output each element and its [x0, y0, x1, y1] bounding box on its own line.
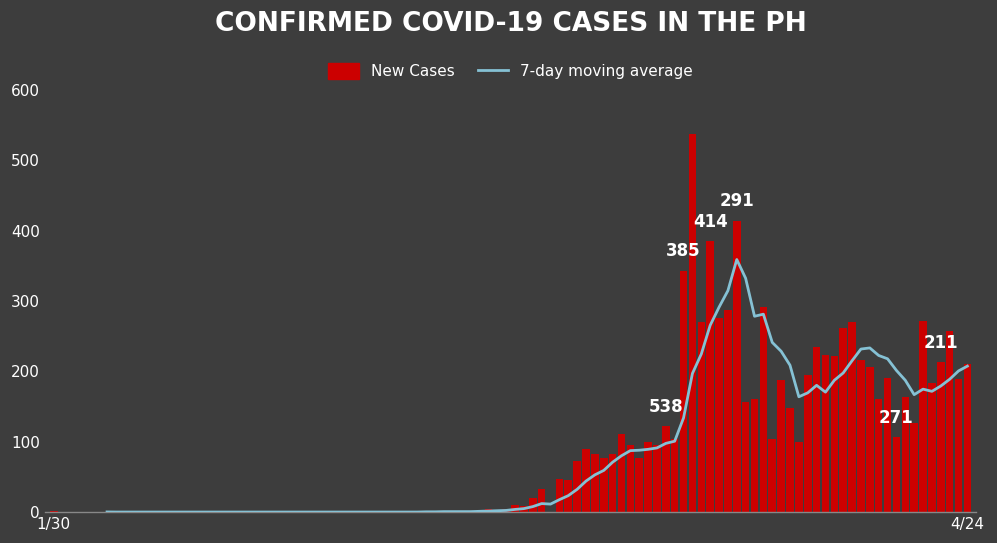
Bar [502, 508, 509, 512]
Bar [689, 134, 696, 512]
Bar [901, 397, 909, 512]
Bar [644, 443, 652, 512]
Bar [573, 460, 581, 512]
Bar [769, 439, 776, 512]
Bar [494, 510, 501, 512]
Text: 538: 538 [648, 397, 683, 415]
Bar [795, 441, 803, 512]
Bar [955, 379, 962, 512]
Bar [751, 400, 759, 512]
Text: 385: 385 [666, 242, 701, 260]
Bar [671, 439, 679, 512]
Text: 271: 271 [879, 409, 914, 427]
Bar [831, 356, 838, 512]
Bar [724, 310, 732, 512]
Bar [653, 445, 661, 512]
Bar [423, 510, 430, 512]
Bar [529, 498, 536, 512]
Bar [485, 508, 493, 512]
Title: CONFIRMED COVID-19 CASES IN THE PH: CONFIRMED COVID-19 CASES IN THE PH [214, 11, 807, 37]
Bar [582, 449, 590, 512]
Bar [892, 438, 900, 512]
Bar [875, 400, 882, 512]
Bar [618, 434, 625, 512]
Bar [591, 454, 598, 512]
Bar [848, 322, 855, 512]
Bar [919, 321, 927, 512]
Bar [626, 445, 634, 512]
Bar [857, 360, 864, 512]
Legend: New Cases, 7-day moving average: New Cases, 7-day moving average [320, 55, 701, 87]
Bar [866, 367, 873, 512]
Bar [937, 362, 944, 512]
Bar [538, 489, 545, 512]
Bar [698, 322, 705, 512]
Bar [707, 241, 714, 512]
Text: 414: 414 [693, 213, 728, 231]
Bar [662, 426, 670, 512]
Bar [564, 481, 572, 512]
Bar [609, 454, 616, 512]
Bar [733, 221, 741, 512]
Bar [555, 479, 563, 512]
Bar [804, 375, 812, 512]
Bar [760, 307, 767, 512]
Bar [928, 383, 935, 512]
Bar [778, 380, 785, 512]
Bar [715, 318, 723, 512]
Bar [839, 329, 847, 512]
Bar [511, 505, 518, 512]
Bar [520, 507, 527, 512]
Bar [441, 510, 448, 512]
Bar [680, 271, 687, 512]
Bar [787, 408, 794, 512]
Bar [946, 331, 953, 512]
Bar [742, 402, 750, 512]
Bar [635, 458, 643, 512]
Text: 211: 211 [923, 333, 958, 352]
Bar [964, 364, 971, 512]
Bar [600, 458, 607, 512]
Bar [883, 378, 891, 512]
Bar [476, 510, 484, 512]
Text: 291: 291 [720, 192, 754, 210]
Bar [813, 347, 821, 512]
Bar [822, 355, 830, 512]
Bar [910, 422, 918, 512]
